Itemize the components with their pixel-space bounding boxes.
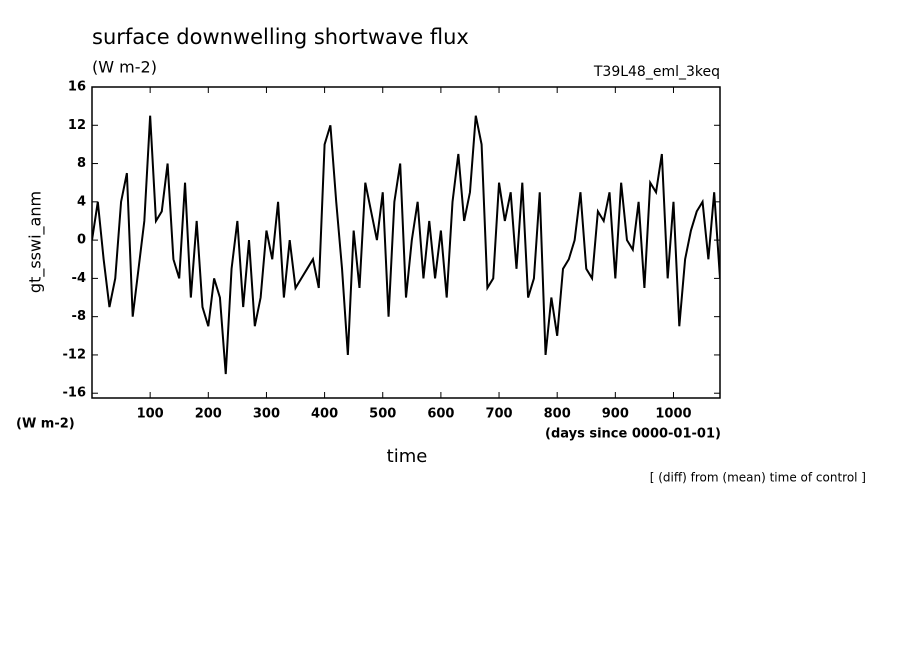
data-line xyxy=(92,115,720,375)
y-tick-label: 16 xyxy=(68,80,86,95)
x-tick-label: 100 xyxy=(137,407,164,422)
x-tick-label: 300 xyxy=(253,407,280,422)
x-tick-label: 500 xyxy=(369,407,396,422)
note: [ (diff) from (mean) time of control ] xyxy=(650,471,866,485)
x-tick-label: 900 xyxy=(602,407,629,422)
run-label: T39L48_eml_3keq xyxy=(593,64,720,80)
y-tick-label: -8 xyxy=(72,309,86,324)
x-tick-label: 400 xyxy=(311,407,338,422)
plot-frame xyxy=(91,86,721,399)
x-tick-label: 700 xyxy=(485,407,512,422)
y-tick-label: 8 xyxy=(77,156,86,171)
x-unit: (days since 0000-01-01) xyxy=(545,427,721,442)
y-tick-label: -12 xyxy=(63,347,87,362)
chart-subtitle: (W m-2) xyxy=(92,58,157,77)
x-tick-label: 200 xyxy=(195,407,222,422)
y-tick-label: 0 xyxy=(77,233,86,248)
y-tick-label: -16 xyxy=(63,386,87,401)
x-tick-label: 800 xyxy=(544,407,571,422)
x-tick-label: 1000 xyxy=(655,407,691,422)
y-tick-label: -4 xyxy=(72,271,86,286)
x-tick-label: 600 xyxy=(427,407,454,422)
y-axis-label: gt_sswi_anm xyxy=(26,191,46,293)
x-axis-label: time xyxy=(387,446,428,467)
y-tick-label: 12 xyxy=(68,118,86,133)
y-unit: (W m-2) xyxy=(16,417,75,432)
y-tick-label: 4 xyxy=(77,194,86,209)
chart-title: surface downwelling shortwave flux xyxy=(92,25,469,49)
